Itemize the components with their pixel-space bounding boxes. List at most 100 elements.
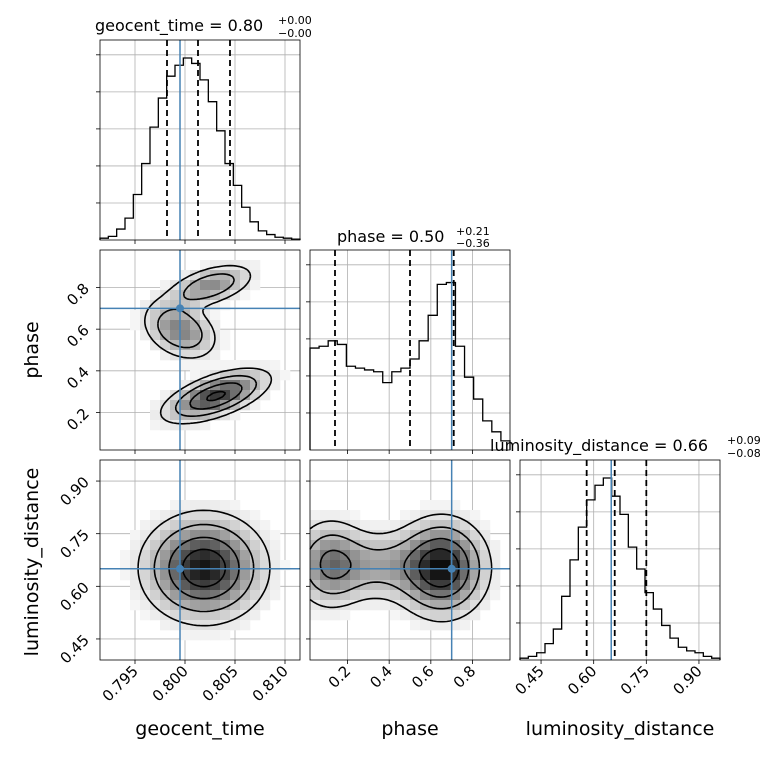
density-cell-1-0-10-12 xyxy=(200,370,211,381)
density-cell-2-0-17-13 xyxy=(270,590,281,601)
density-cell-1-0-5-9 xyxy=(150,340,161,351)
density-cell-2-0-8-12 xyxy=(180,580,191,591)
density-cell-2-1-14-12 xyxy=(450,580,461,591)
density-cell-1-0-9-15 xyxy=(190,400,201,411)
density-cell-2-1-15-7 xyxy=(460,530,471,541)
density-cell-2-0-8-17 xyxy=(180,630,191,641)
density-cell-2-0-11-9 xyxy=(210,550,221,561)
density-cell-2-0-3-7 xyxy=(130,530,141,541)
density-cell-2-1-13-11 xyxy=(440,570,451,581)
density-cell-2-0-4-7 xyxy=(140,530,151,541)
density-cell-2-1-13-6 xyxy=(440,520,451,531)
density-cell-1-0-6-3 xyxy=(160,280,171,291)
density-cell-2-1-8-11 xyxy=(390,570,401,581)
density-cell-2-1-12-10 xyxy=(430,560,441,571)
density-cell-2-0-13-15 xyxy=(230,610,241,621)
density-cell-2-1-18-12 xyxy=(490,580,501,591)
density-cell-2-0-13-14 xyxy=(230,600,241,611)
density-cell-1-0-9-16 xyxy=(190,410,201,421)
contour-layer xyxy=(137,264,493,627)
density-cell-1-0-6-4 xyxy=(160,290,171,301)
density-cell-1-0-14-13 xyxy=(240,380,251,391)
density-cell-2-1-7-8 xyxy=(380,540,391,551)
density-cell-1-0-9-5 xyxy=(190,300,201,311)
density-cell-2-1-12-9 xyxy=(430,550,441,561)
density-cell-1-0-12-15 xyxy=(220,400,231,411)
density-panel-2-0 xyxy=(120,500,291,641)
density-cell-1-0-11-3 xyxy=(210,280,221,291)
density-cell-2-0-5-15 xyxy=(150,610,161,621)
density-cell-2-1-10-13 xyxy=(410,590,421,601)
xtick-label-phase-3: 0.8 xyxy=(450,662,480,692)
density-cell-2-1-9-15 xyxy=(400,610,411,621)
density-cell-1-0-17-11 xyxy=(270,360,281,371)
title-luminosity-distance-sub: −0.08 xyxy=(727,447,760,460)
density-cell-1-0-6-9 xyxy=(160,340,171,351)
density-cell-2-0-15-8 xyxy=(250,540,261,551)
density-cell-2-1-1-12 xyxy=(320,580,331,591)
density-cell-2-1-14-7 xyxy=(450,530,461,541)
density-cell-2-1-6-14 xyxy=(370,600,381,611)
density-cell-2-0-9-7 xyxy=(190,530,201,541)
density-cell-2-1-3-7 xyxy=(340,530,351,541)
density-cell-1-0-13-4 xyxy=(230,290,241,301)
ylabel-phase: phase xyxy=(21,321,43,378)
density-cell-2-0-13-10 xyxy=(230,560,241,571)
density-cell-2-0-14-10 xyxy=(240,560,251,571)
density-cell-2-1-4-9 xyxy=(350,550,361,561)
density-cell-2-1-6-11 xyxy=(370,570,381,581)
density-cell-2-1-12-16 xyxy=(430,620,441,631)
density-cell-2-1-15-10 xyxy=(460,560,471,571)
density-cell-2-0-8-9 xyxy=(180,550,191,561)
density-cell-2-0-14-16 xyxy=(240,620,251,631)
density-cell-2-0-15-13 xyxy=(250,590,261,601)
density-cell-2-1-0-14 xyxy=(310,600,321,611)
density-cell-1-0-14-2 xyxy=(240,270,251,281)
density-cell-1-0-14-15 xyxy=(240,400,251,411)
density-cell-1-0-12-5 xyxy=(220,300,231,311)
density-cell-1-0-8-13 xyxy=(180,380,191,391)
density-cell-1-0-5-4 xyxy=(150,290,161,301)
density-cell-1-0-16-13 xyxy=(260,380,271,391)
density-cell-1-0-9-7 xyxy=(190,320,201,331)
density-cell-2-1-16-15 xyxy=(470,610,481,621)
density-cell-2-0-16-6 xyxy=(260,520,271,531)
density-cell-2-0-15-7 xyxy=(250,530,261,541)
density-cell-2-1-8-10 xyxy=(390,560,401,571)
density-cell-2-1-17-11 xyxy=(480,570,491,581)
density-cell-2-0-13-13 xyxy=(230,590,241,601)
density-cell-2-1-10-14 xyxy=(410,600,421,611)
density-cell-1-0-8-5 xyxy=(180,300,191,311)
contour-2-1-level-2 xyxy=(319,537,470,598)
density-cell-2-0-8-6 xyxy=(180,520,191,531)
density-cell-2-0-14-13 xyxy=(240,590,251,601)
density-cell-1-0-5-17 xyxy=(150,420,161,431)
density-cell-2-0-4-11 xyxy=(140,570,151,581)
density-panel-2-1 xyxy=(310,500,501,631)
density-cell-1-0-11-1 xyxy=(210,260,221,271)
density-cell-2-0-6-8 xyxy=(160,540,171,551)
density-cell-2-0-4-8 xyxy=(140,540,151,551)
density-cell-2-1-9-13 xyxy=(400,590,411,601)
density-cell-2-1-1-8 xyxy=(320,540,331,551)
density-cell-2-1-7-12 xyxy=(380,580,391,591)
density-cell-2-1-1-9 xyxy=(320,550,331,561)
density-cell-1-0-9-6 xyxy=(190,310,201,321)
density-cell-2-0-7-8 xyxy=(170,540,181,551)
density-cell-2-0-5-12 xyxy=(150,580,161,591)
density-cell-2-1-2-13 xyxy=(330,590,341,601)
density-cell-1-0-5-6 xyxy=(150,310,161,321)
density-cell-2-0-4-14 xyxy=(140,600,151,611)
xlabel-phase: phase xyxy=(381,718,438,740)
ytick-label-phase-3: 0.8 xyxy=(63,280,93,310)
density-cell-2-1-1-14 xyxy=(320,600,331,611)
title-geocent-time-sup: +0.00 xyxy=(278,14,312,27)
xtick-label-geocent_time-1: 0.800 xyxy=(149,662,192,705)
density-cell-2-0-4-12 xyxy=(140,580,151,591)
density-cell-2-1-9-8 xyxy=(400,540,411,551)
density-cell-1-0-12-13 xyxy=(220,380,231,391)
density-cell-2-0-14-8 xyxy=(240,540,251,551)
title-phase-sub: −0.36 xyxy=(456,237,490,250)
density-cell-2-0-11-7 xyxy=(210,530,221,541)
density-cell-2-0-12-6 xyxy=(220,520,231,531)
